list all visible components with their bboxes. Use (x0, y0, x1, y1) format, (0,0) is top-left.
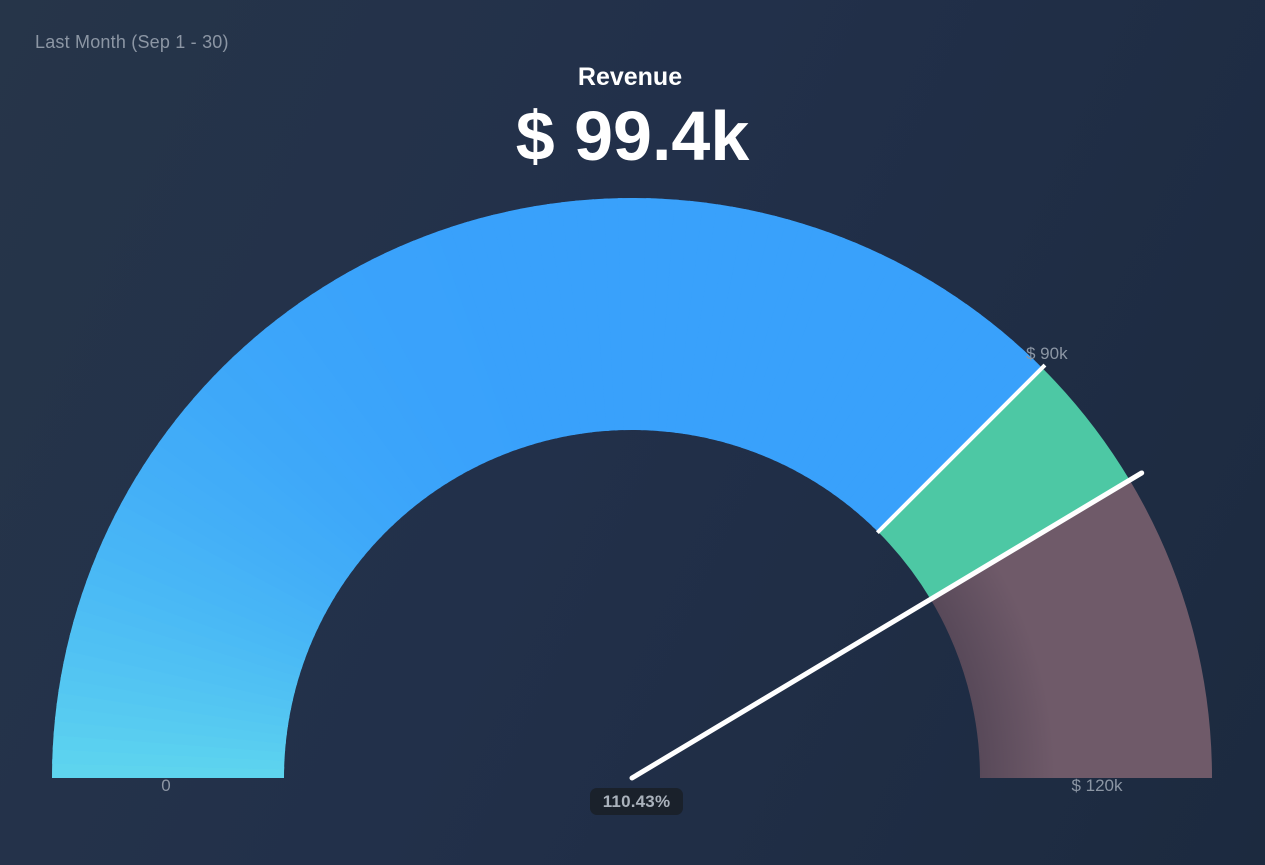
target-tick-line (875, 363, 1047, 535)
tick-label-min: 0 (161, 776, 171, 795)
period-label: Last Month (Sep 1 - 30) (35, 32, 229, 52)
gauge-title: Revenue (577, 63, 683, 91)
tick-label-max: $ 120k (1071, 776, 1123, 795)
gauge-arc-remainder-to-max (930, 480, 1212, 778)
gauge-arc-value-above-target (878, 367, 1130, 600)
gauge-value: $ 99.4k (515, 97, 750, 175)
needle-value-badge: 110.43% (590, 788, 683, 815)
tick-label-target: $ 90k (1026, 344, 1068, 363)
gauge-needle (629, 470, 1145, 781)
gauge-arc-value-below-target (52, 198, 1043, 778)
